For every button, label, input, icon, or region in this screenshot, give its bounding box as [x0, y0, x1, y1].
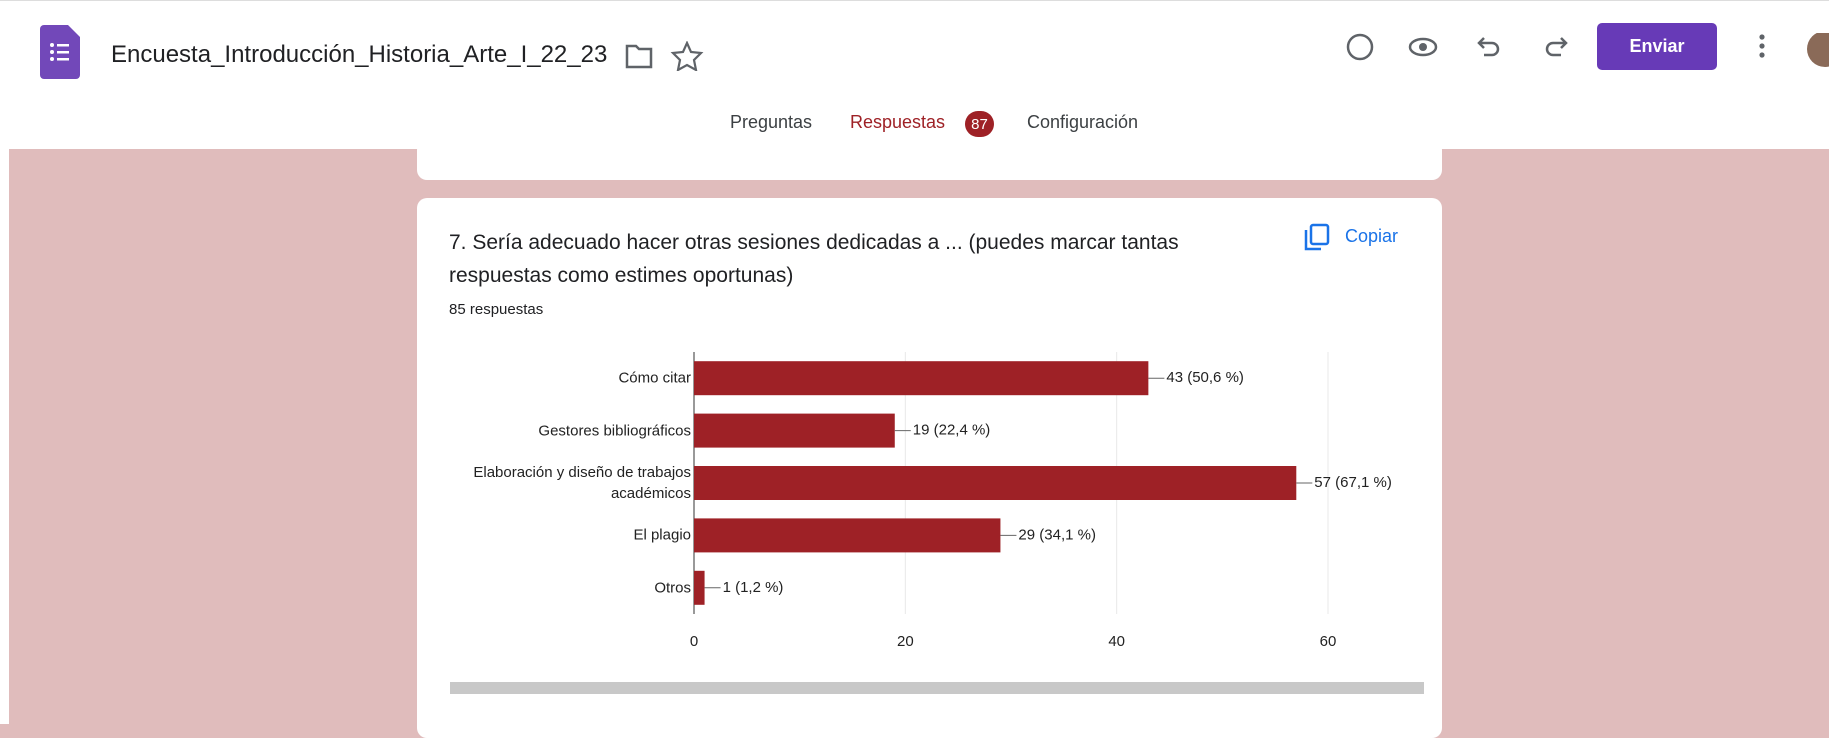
x-tick-label: 20	[897, 633, 914, 650]
value-label: 29 (34,1 %)	[1018, 526, 1096, 543]
category-label: El plagio	[441, 525, 691, 546]
category-label: Cómo citar	[441, 368, 691, 389]
value-label: 43 (50,6 %)	[1166, 369, 1244, 386]
category-label: Gestores bibliográficos	[441, 420, 691, 441]
value-label: 1 (1,2 %)	[723, 579, 784, 596]
page: Encuesta_Introducción_Historia_Arte_I_22…	[0, 0, 1829, 724]
bar	[694, 361, 1148, 395]
x-tick-label: 60	[1320, 633, 1337, 650]
chart: 0 20 40 60 43 (50,6 %) 19 (22,4 %) 57 (67,1 %)…	[0, 0, 1829, 724]
x-tick-label: 0	[690, 633, 698, 650]
x-tick-label: 40	[1108, 633, 1125, 650]
category-label: Otros	[441, 577, 691, 598]
bar	[694, 518, 1000, 552]
bar	[694, 466, 1296, 500]
category-label: Elaboración y diseño de trabajos académi…	[441, 462, 691, 504]
value-label: 57 (67,1 %)	[1314, 474, 1392, 491]
bar	[694, 571, 705, 605]
bar	[694, 414, 895, 448]
value-label: 19 (22,4 %)	[913, 422, 991, 439]
